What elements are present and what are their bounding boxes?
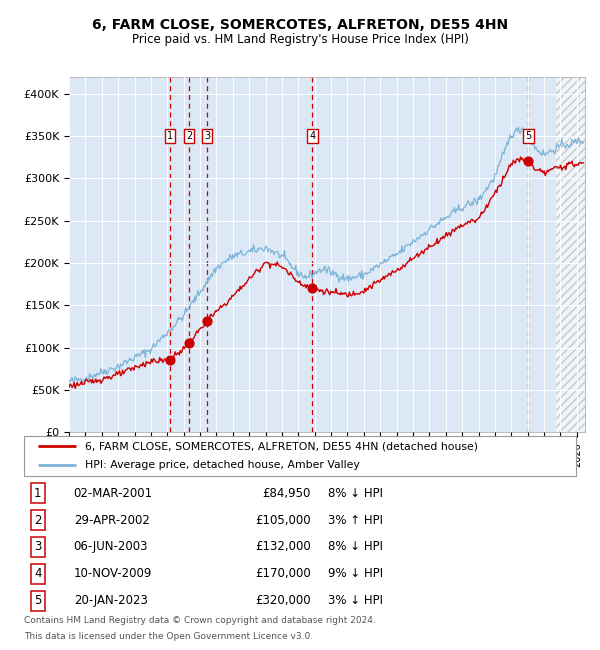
Text: £105,000: £105,000 bbox=[256, 514, 311, 526]
Text: Price paid vs. HM Land Registry's House Price Index (HPI): Price paid vs. HM Land Registry's House … bbox=[131, 32, 469, 46]
Text: 29-APR-2002: 29-APR-2002 bbox=[74, 514, 149, 526]
Text: 6, FARM CLOSE, SOMERCOTES, ALFRETON, DE55 4HN (detached house): 6, FARM CLOSE, SOMERCOTES, ALFRETON, DE5… bbox=[85, 441, 478, 451]
Text: 3: 3 bbox=[34, 541, 41, 553]
Point bbox=[165, 355, 175, 365]
Text: £170,000: £170,000 bbox=[255, 567, 311, 580]
Text: 2: 2 bbox=[34, 514, 41, 526]
Point bbox=[202, 315, 212, 326]
Text: £84,950: £84,950 bbox=[263, 487, 311, 500]
Text: 6, FARM CLOSE, SOMERCOTES, ALFRETON, DE55 4HN: 6, FARM CLOSE, SOMERCOTES, ALFRETON, DE5… bbox=[92, 18, 508, 32]
Text: 1: 1 bbox=[34, 487, 41, 500]
Text: 10-NOV-2009: 10-NOV-2009 bbox=[74, 567, 152, 580]
Text: 3: 3 bbox=[204, 131, 210, 141]
Bar bbox=[556, 77, 585, 432]
Text: 8% ↓ HPI: 8% ↓ HPI bbox=[328, 541, 383, 553]
Text: HPI: Average price, detached house, Amber Valley: HPI: Average price, detached house, Ambe… bbox=[85, 460, 359, 470]
Text: 8% ↓ HPI: 8% ↓ HPI bbox=[328, 487, 383, 500]
Text: 20-JAN-2023: 20-JAN-2023 bbox=[74, 594, 148, 607]
Text: 4: 4 bbox=[310, 131, 316, 141]
Text: 02-MAR-2001: 02-MAR-2001 bbox=[74, 487, 153, 500]
Text: 9% ↓ HPI: 9% ↓ HPI bbox=[328, 567, 383, 580]
Text: 2: 2 bbox=[186, 131, 192, 141]
Text: 06-JUN-2003: 06-JUN-2003 bbox=[74, 541, 148, 553]
Point bbox=[308, 283, 317, 294]
Text: 1: 1 bbox=[167, 131, 173, 141]
Text: 4: 4 bbox=[34, 567, 41, 580]
Text: 3% ↓ HPI: 3% ↓ HPI bbox=[328, 594, 383, 607]
Text: £132,000: £132,000 bbox=[255, 541, 311, 553]
FancyBboxPatch shape bbox=[24, 436, 576, 476]
Point bbox=[184, 338, 194, 348]
Text: This data is licensed under the Open Government Licence v3.0.: This data is licensed under the Open Gov… bbox=[24, 632, 313, 641]
Point bbox=[524, 156, 533, 166]
Text: Contains HM Land Registry data © Crown copyright and database right 2024.: Contains HM Land Registry data © Crown c… bbox=[24, 616, 376, 625]
Text: 3% ↑ HPI: 3% ↑ HPI bbox=[328, 514, 383, 526]
Text: 5: 5 bbox=[34, 594, 41, 607]
Text: £320,000: £320,000 bbox=[256, 594, 311, 607]
Text: 5: 5 bbox=[526, 131, 532, 141]
